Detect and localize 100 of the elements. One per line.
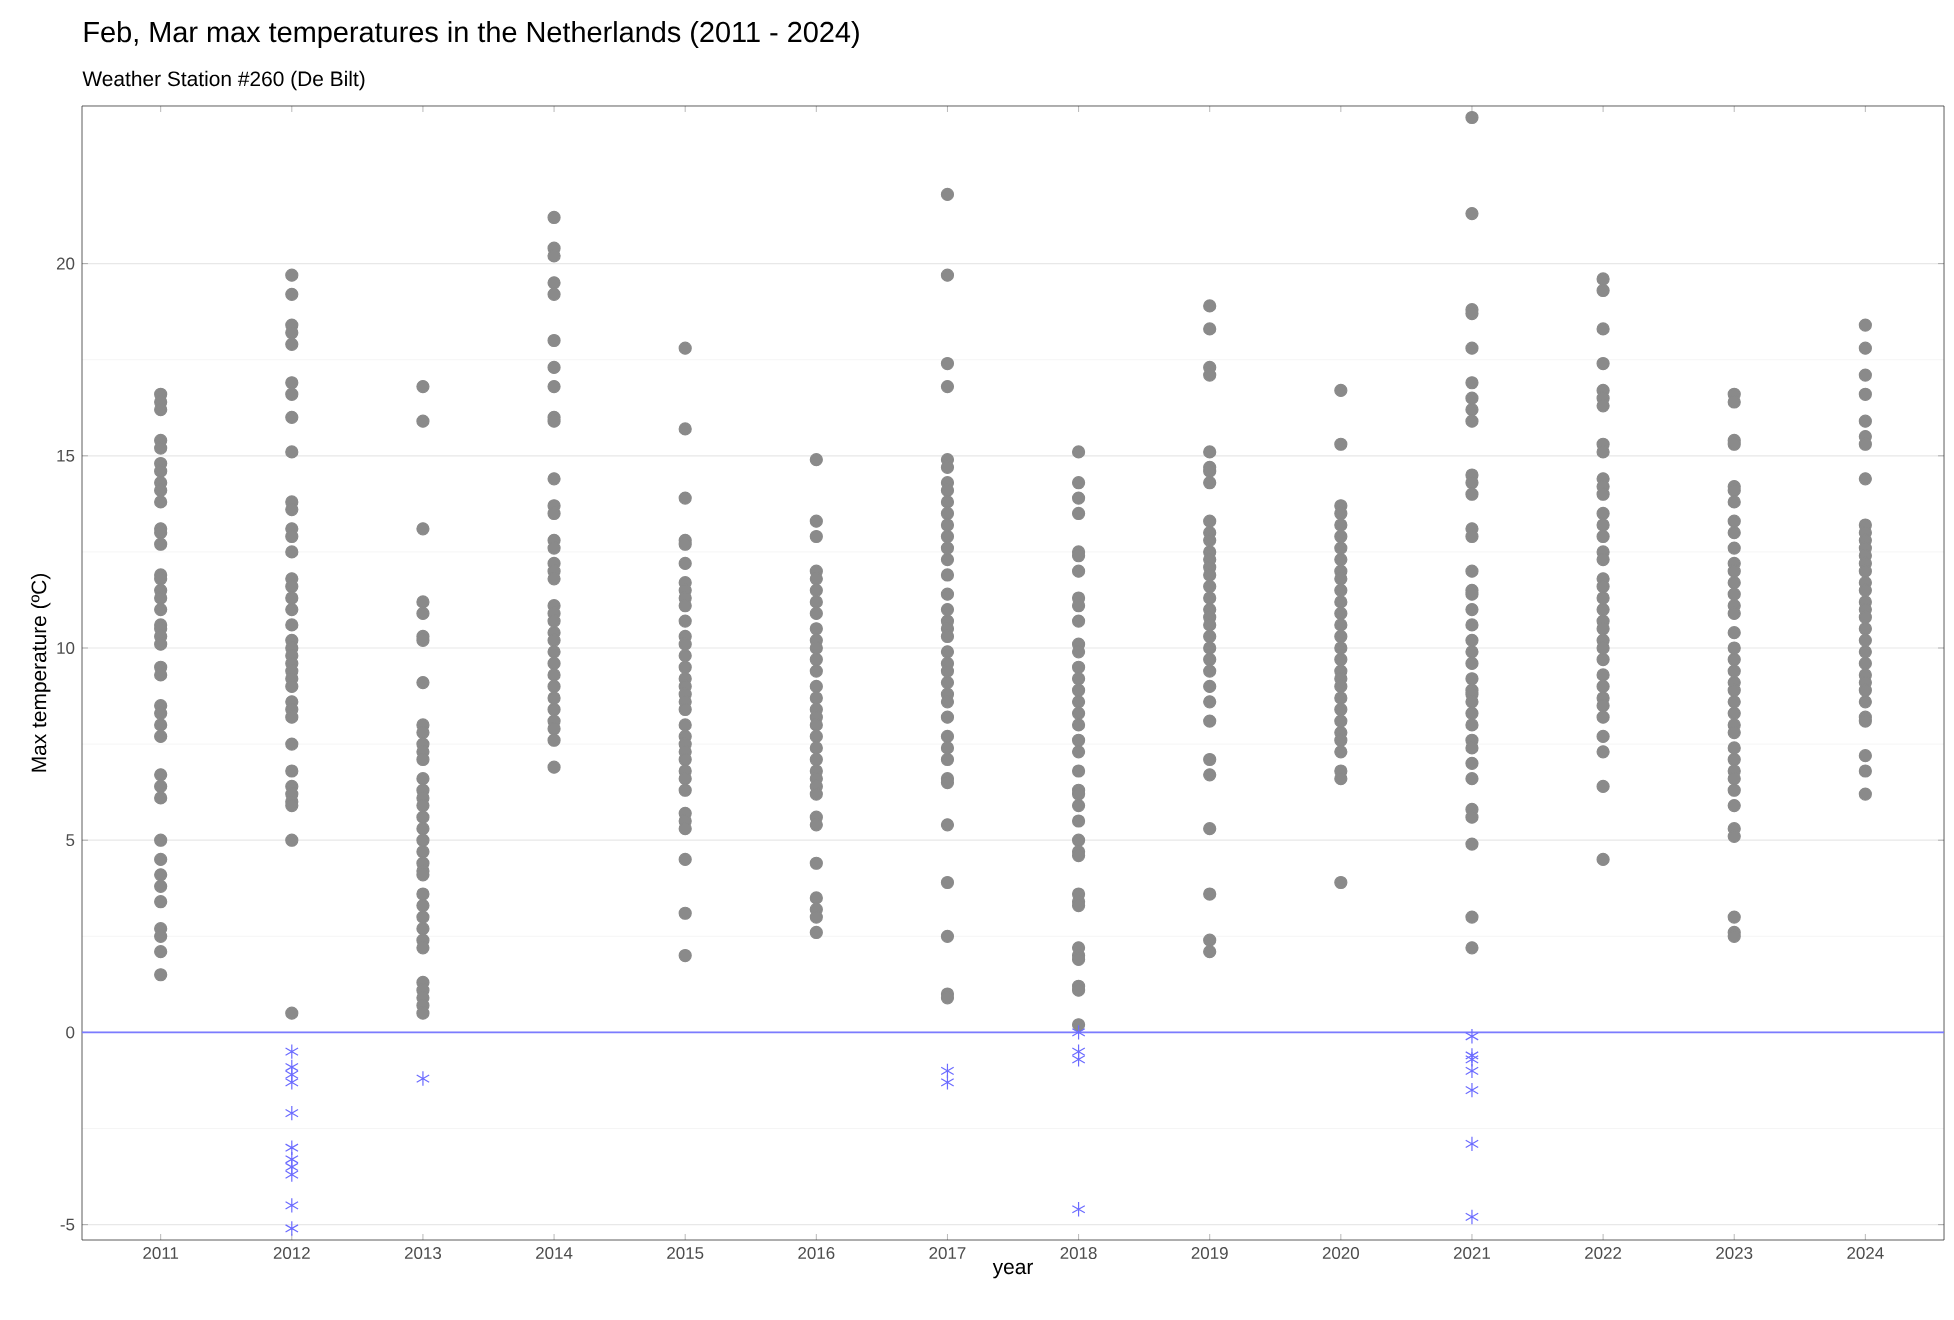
point: [940, 602, 955, 617]
point: [1858, 787, 1872, 801]
point: [416, 822, 430, 836]
point: [154, 833, 168, 847]
point: [1071, 1201, 1086, 1218]
point: [940, 587, 955, 601]
point: [154, 537, 168, 551]
point: [1465, 487, 1479, 501]
y-axis-title: Max temperature (ºC): [30, 574, 51, 772]
point: [1727, 495, 1741, 509]
point: [1334, 641, 1348, 655]
point: [1596, 710, 1610, 724]
point: [1203, 629, 1217, 644]
point: [809, 856, 823, 870]
point: [1727, 706, 1741, 720]
point: [940, 268, 955, 282]
point: [285, 591, 299, 605]
point: [154, 868, 168, 882]
point: [678, 649, 692, 663]
point: [940, 676, 955, 690]
point: [1465, 564, 1479, 578]
point: [1071, 706, 1086, 720]
point: [154, 791, 168, 805]
point: [809, 891, 823, 905]
point: [940, 380, 955, 394]
point: [1203, 299, 1217, 313]
y-tick-label: -5: [60, 1218, 75, 1231]
point: [154, 852, 168, 867]
point: [154, 779, 168, 793]
point: [416, 845, 430, 859]
point: [416, 414, 430, 428]
point: [1071, 764, 1086, 778]
point: [1465, 672, 1479, 686]
point: [809, 741, 823, 755]
point: [1596, 668, 1610, 682]
point: [940, 356, 955, 371]
point: [809, 529, 823, 544]
point: [1203, 641, 1217, 655]
point: [285, 737, 299, 751]
point: [1596, 779, 1610, 793]
point: [1071, 733, 1086, 747]
point: [1465, 633, 1479, 647]
point: [678, 718, 692, 732]
point: [154, 879, 168, 893]
point: [940, 529, 955, 544]
point: [547, 472, 561, 486]
point: [1334, 518, 1348, 532]
point: [1334, 541, 1348, 555]
x-tick-label: 2013: [404, 1247, 442, 1260]
point: [547, 656, 561, 670]
point: [1727, 910, 1741, 924]
point: [940, 875, 955, 890]
point: [1727, 752, 1741, 767]
point: [940, 1074, 955, 1091]
point: [1596, 652, 1610, 667]
point: [1071, 683, 1086, 697]
point: [1858, 645, 1872, 659]
point: [285, 618, 299, 632]
point: [1071, 1051, 1086, 1068]
point: [678, 660, 692, 674]
point: [547, 679, 561, 694]
point: [1334, 552, 1348, 567]
x-tick-label: 2014: [536, 1247, 573, 1260]
point: [1465, 414, 1479, 428]
point: [1727, 641, 1741, 655]
point: [1858, 387, 1872, 401]
point: [1071, 445, 1086, 459]
point: [416, 606, 430, 621]
x-tick-label: 2022: [1585, 1247, 1622, 1260]
point: [1465, 706, 1479, 720]
point: [1465, 1136, 1479, 1152]
point: [1465, 837, 1479, 851]
point: [285, 445, 299, 459]
chart-title: Feb, Mar max temperatures in the Netherlands (2011 - 2024): [84, 21, 859, 48]
point: [809, 652, 823, 667]
point: [940, 506, 955, 521]
point: [678, 341, 692, 355]
point: [1465, 941, 1479, 955]
point: [1727, 514, 1741, 528]
point: [940, 818, 955, 832]
point: [1203, 591, 1217, 605]
point: [1465, 1063, 1479, 1079]
x-tick-label: 2011: [143, 1247, 179, 1260]
point: [809, 595, 823, 609]
x-tick-label: 2021: [1453, 1247, 1490, 1260]
point: [416, 522, 430, 536]
point: [1071, 799, 1086, 813]
point: [1465, 718, 1479, 732]
point: [285, 602, 299, 617]
point: [547, 691, 561, 705]
point: [1334, 529, 1348, 544]
point: [416, 676, 430, 690]
x-tick-label: 2017: [929, 1247, 966, 1260]
point: [1334, 702, 1348, 717]
point: [1858, 633, 1872, 647]
point: [1596, 602, 1610, 617]
point: [1203, 664, 1217, 678]
point: [1071, 491, 1086, 505]
point: [1465, 656, 1479, 670]
point: [1858, 341, 1872, 355]
